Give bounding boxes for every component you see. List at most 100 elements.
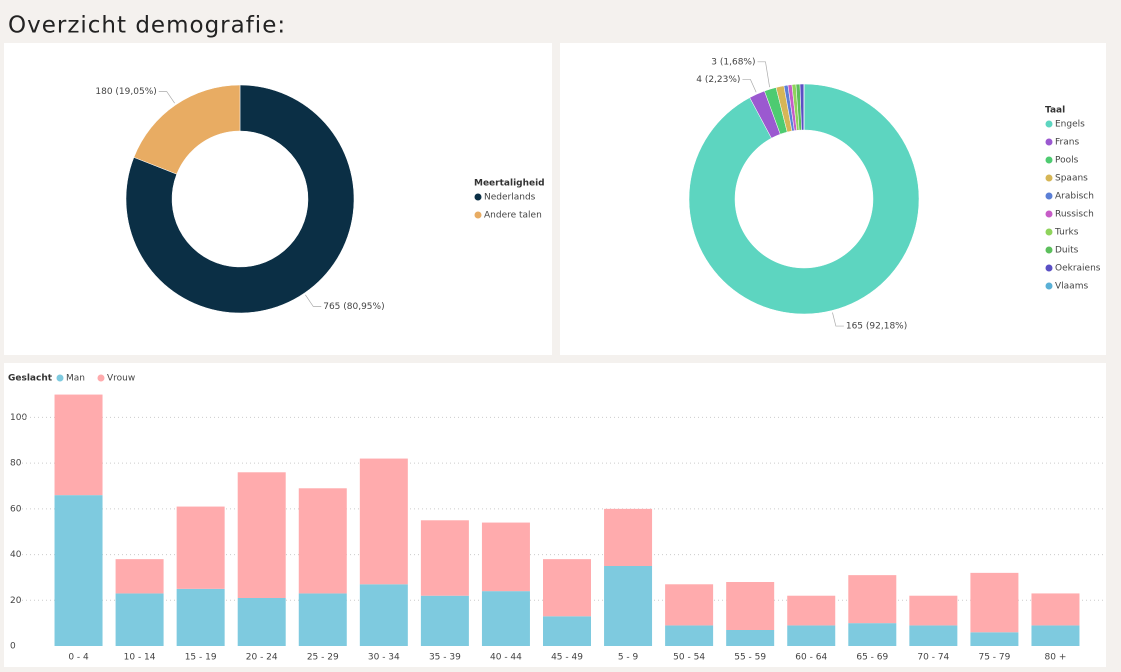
bar-segment	[237, 472, 286, 598]
x-tick-label: 15 - 19	[185, 653, 217, 663]
legend-label: Oekraiens	[1055, 264, 1101, 274]
bar-segment	[604, 566, 653, 646]
x-tick-label: 45 - 49	[551, 653, 583, 663]
bar-segment	[481, 591, 530, 646]
bar-segment	[970, 632, 1019, 646]
legend-title: Meertaligheid	[474, 179, 545, 189]
legend-label: Arabisch	[1055, 192, 1094, 202]
x-tick-label: 30 - 34	[368, 653, 400, 663]
legend-label: Engels	[1055, 120, 1085, 130]
legend-marker	[1045, 282, 1053, 290]
bar-segment	[420, 520, 469, 596]
legend-label: Turks	[1054, 228, 1079, 238]
leader-line	[757, 61, 770, 88]
x-tick-label: 65 - 69	[856, 653, 888, 663]
x-tick-label: 20 - 24	[246, 653, 278, 663]
leader-line	[742, 79, 757, 93]
bar-segment	[298, 488, 347, 594]
bar-segment	[848, 575, 897, 624]
bar-segment	[1031, 593, 1080, 626]
leader-line	[832, 312, 844, 327]
legend-label: Andere talen	[484, 211, 542, 221]
bar-segment	[909, 595, 958, 626]
bar-segment	[970, 572, 1019, 633]
x-tick-label: 70 - 74	[917, 653, 949, 663]
bar-segment	[848, 623, 897, 646]
data-label: 3 (1,68%)	[711, 57, 755, 67]
bar-segment	[787, 625, 836, 646]
x-tick-label: 5 - 9	[618, 653, 639, 663]
legend-marker	[1045, 228, 1053, 236]
legend-marker	[474, 193, 482, 201]
bar-segment	[237, 598, 286, 646]
bar-segment	[726, 582, 775, 630]
data-label: 165 (92,18%)	[846, 322, 907, 332]
y-tick-label: 100	[10, 413, 27, 423]
legend-marker	[1045, 246, 1053, 254]
legend-label: Vrouw	[107, 374, 135, 384]
bar-segment	[787, 595, 836, 626]
x-tick-label: 25 - 29	[307, 653, 339, 663]
panel	[4, 43, 552, 355]
x-tick-label: 40 - 44	[490, 653, 522, 663]
slice	[133, 84, 241, 175]
x-tick-label: 50 - 54	[673, 653, 705, 663]
bar-segment	[176, 588, 225, 646]
legend-label: Nederlands	[484, 193, 536, 203]
legend-label: Man	[66, 374, 85, 384]
slice	[688, 83, 920, 315]
bar-segment	[54, 495, 103, 646]
bar-segment	[909, 625, 958, 646]
legend-marker	[1045, 264, 1053, 272]
bar-segment	[359, 584, 408, 646]
legend-marker	[1045, 138, 1053, 146]
x-tick-label: 60 - 64	[795, 653, 827, 663]
y-tick-label: 80	[10, 459, 22, 469]
legend-label: Frans	[1055, 138, 1079, 148]
bar-segment	[115, 593, 164, 646]
bar-segment	[359, 458, 408, 585]
leader-line	[158, 91, 175, 104]
bar-segment	[481, 522, 530, 592]
legend-marker	[1045, 174, 1053, 182]
y-tick-label: 60	[10, 504, 22, 514]
legend-label: Spaans	[1055, 174, 1088, 184]
legend-marker	[1045, 210, 1053, 218]
bar-segment	[298, 593, 347, 646]
y-tick-label: 0	[10, 642, 16, 652]
leader-line	[305, 294, 322, 307]
legend-label: Pools	[1055, 156, 1079, 166]
bar-segment	[726, 630, 775, 646]
legend-label: Russisch	[1055, 210, 1094, 220]
x-tick-label: 10 - 14	[124, 653, 156, 663]
x-tick-label: 35 - 39	[429, 653, 461, 663]
legend-title: Geslacht	[8, 374, 53, 384]
data-label: 765 (80,95%)	[323, 302, 384, 312]
x-tick-label: 55 - 59	[734, 653, 766, 663]
bar-segment	[665, 584, 714, 626]
y-tick-label: 20	[10, 596, 22, 606]
bar-segment	[176, 506, 225, 589]
bar-segment	[543, 616, 591, 646]
legend-marker	[1045, 156, 1053, 164]
legend-marker	[56, 374, 64, 382]
legend-title: Taal	[1045, 106, 1065, 116]
legend-marker	[474, 211, 482, 219]
legend-marker	[1045, 120, 1053, 128]
legend-label: Duits	[1055, 246, 1079, 256]
bar-segment	[604, 508, 653, 566]
data-label: 4 (2,23%)	[696, 75, 740, 85]
x-tick-label: 75 - 79	[978, 653, 1010, 663]
data-label: 180 (19,05%)	[95, 87, 156, 97]
slice	[125, 84, 355, 314]
bar-segment	[115, 559, 164, 594]
bar-segment	[543, 559, 591, 617]
legend-label: Vlaams	[1055, 282, 1088, 292]
x-tick-label: 0 - 4	[68, 653, 89, 663]
y-tick-label: 40	[10, 550, 22, 560]
x-tick-label: 80 +	[1045, 653, 1067, 663]
bar-segment	[1031, 625, 1080, 646]
page-title: Overzicht demografie:	[8, 13, 286, 39]
bar-segment	[665, 625, 714, 646]
